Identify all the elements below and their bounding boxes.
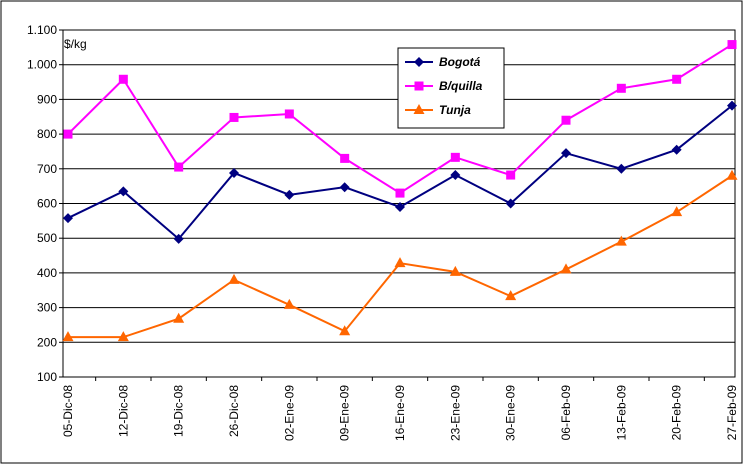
x-tick-label: 02-Ene-09 <box>282 385 296 441</box>
triangle-marker <box>283 298 295 309</box>
square-marker <box>340 153 350 163</box>
x-tick-label: 12-Dic-08 <box>116 385 130 437</box>
y-tick-label: 1.100 <box>27 23 57 37</box>
square-marker <box>672 74 682 84</box>
triangle-marker <box>62 331 74 342</box>
y-tick-label: 200 <box>37 335 57 349</box>
series-square <box>63 40 737 198</box>
square-marker <box>506 170 516 180</box>
triangle-marker <box>615 235 627 246</box>
y-axis: 100 200 300 400 500 600 700 800 900 1.000 1.100 <box>27 23 63 384</box>
square-marker <box>174 162 184 172</box>
series-diamond <box>63 100 737 244</box>
x-tick-label: 30-Ene-09 <box>504 385 518 441</box>
diamond-marker <box>284 189 295 200</box>
legend-entry: B/quilla <box>439 79 483 93</box>
x-tick-label: 23-Ene-09 <box>448 385 462 441</box>
square-marker <box>395 188 405 198</box>
diamond-marker <box>173 233 184 244</box>
square-marker <box>284 109 294 119</box>
square-marker <box>63 129 73 139</box>
y-tick-label: 400 <box>37 266 57 280</box>
legend-entry: Bogotá <box>439 55 481 69</box>
y-tick-label: 1.000 <box>27 58 57 72</box>
y-tick-label: 300 <box>37 301 57 315</box>
diamond-marker <box>561 148 571 159</box>
series-triangle <box>62 169 738 342</box>
triangle-marker <box>228 273 240 284</box>
diamond-marker <box>450 170 461 181</box>
diamond-marker <box>616 163 627 174</box>
x-tick-label: 05-Dic-08 <box>61 385 75 437</box>
triangle-marker <box>671 206 683 217</box>
square-marker <box>229 112 239 122</box>
triangle-marker <box>560 263 572 274</box>
diamond-marker <box>339 182 350 193</box>
legend-entry: Tunja <box>439 103 471 117</box>
square-marker <box>561 115 571 125</box>
triangle-marker <box>413 104 425 114</box>
square-marker <box>450 152 460 162</box>
triangle-marker <box>117 331 129 342</box>
diamond-marker <box>118 186 129 197</box>
triangle-marker <box>173 312 185 323</box>
y-tick-label: 900 <box>37 92 57 106</box>
diamond-marker <box>671 144 682 155</box>
x-tick-label: 13-Feb-09 <box>614 385 628 441</box>
triangle-marker <box>726 169 738 180</box>
square-marker <box>414 81 424 91</box>
legend: Bogotá B/quilla Tunja <box>397 47 505 129</box>
x-tick-label: 09-Ene-09 <box>338 385 352 441</box>
square-marker <box>118 74 128 84</box>
y-tick-label: 800 <box>37 127 57 141</box>
diamond-marker <box>63 213 73 224</box>
diamond-marker <box>229 167 239 178</box>
square-marker <box>727 40 737 50</box>
triangle-marker <box>394 257 406 268</box>
triangle-marker <box>449 265 461 276</box>
triangle-marker <box>339 325 351 336</box>
y-tick-label: 100 <box>37 370 57 384</box>
diamond-marker <box>414 57 424 67</box>
triangle-marker <box>505 290 517 301</box>
diamond-marker <box>505 198 516 209</box>
y-tick-label: 700 <box>37 162 57 176</box>
x-tick-label: 06-Feb-09 <box>559 385 573 441</box>
x-tick-label: 27-Feb-09 <box>725 385 739 441</box>
x-tick-label: 26-Dic-08 <box>227 385 241 437</box>
y-tick-label: 500 <box>37 231 57 245</box>
square-marker <box>616 83 626 93</box>
x-tick-label: 19-Dic-08 <box>172 385 186 437</box>
diamond-marker <box>727 100 737 111</box>
series-group <box>62 40 738 342</box>
x-tick-label: 16-Ene-09 <box>393 385 407 441</box>
diamond-marker <box>395 201 405 212</box>
x-axis: 05-Dic-08 12-Dic-08 19-Dic-08 26-Dic-08 02-E… <box>61 377 739 441</box>
y-tick-label: 600 <box>37 197 57 211</box>
x-tick-label: 20-Feb-09 <box>670 385 684 441</box>
unit-label: $/kg <box>64 37 87 51</box>
